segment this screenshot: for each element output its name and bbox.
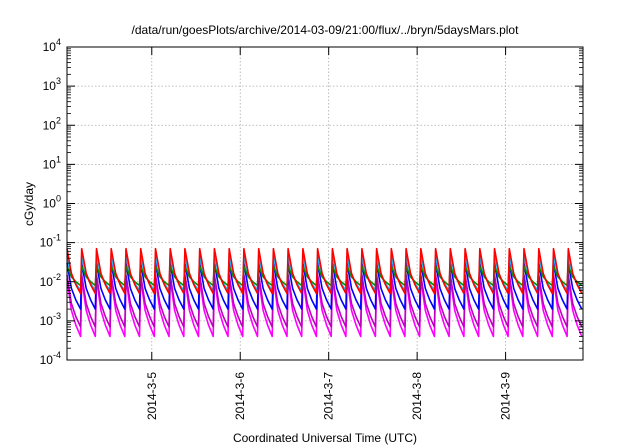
y-tick-label: 10-4 — [40, 350, 61, 367]
y-axis-title: cGy/day — [22, 182, 36, 226]
x-tick-label: 2014-3-9 — [499, 372, 513, 420]
y-tick-label: 10-2 — [40, 272, 61, 289]
x-tick-label: 2014-3-7 — [322, 372, 336, 420]
x-tick-label: 2014-3-5 — [145, 372, 159, 420]
series-group — [66, 247, 583, 338]
x-tick-label: 2014-3-6 — [233, 372, 247, 420]
y-tick-label: 103 — [43, 76, 61, 93]
series-line — [66, 247, 583, 295]
y-tick-label: 104 — [43, 37, 61, 54]
y-tick-label: 101 — [43, 154, 61, 171]
y-tick-label: 100 — [43, 194, 61, 211]
y-tick-label: 102 — [43, 115, 61, 132]
x-axis-title: Coordinated Universal Time (UTC) — [233, 431, 417, 445]
chart-title: /data/run/goesPlots/archive/2014-03-09/2… — [132, 23, 520, 37]
y-tick-label: 10-1 — [40, 233, 61, 250]
y-tick-label: 10-3 — [40, 311, 61, 328]
x-tick-label: 2014-3-8 — [410, 372, 424, 420]
axis-ticks: 10-4 10-3 10-2 10-1 100 101 102 103 104 2014-3-5 2… — [40, 37, 583, 420]
